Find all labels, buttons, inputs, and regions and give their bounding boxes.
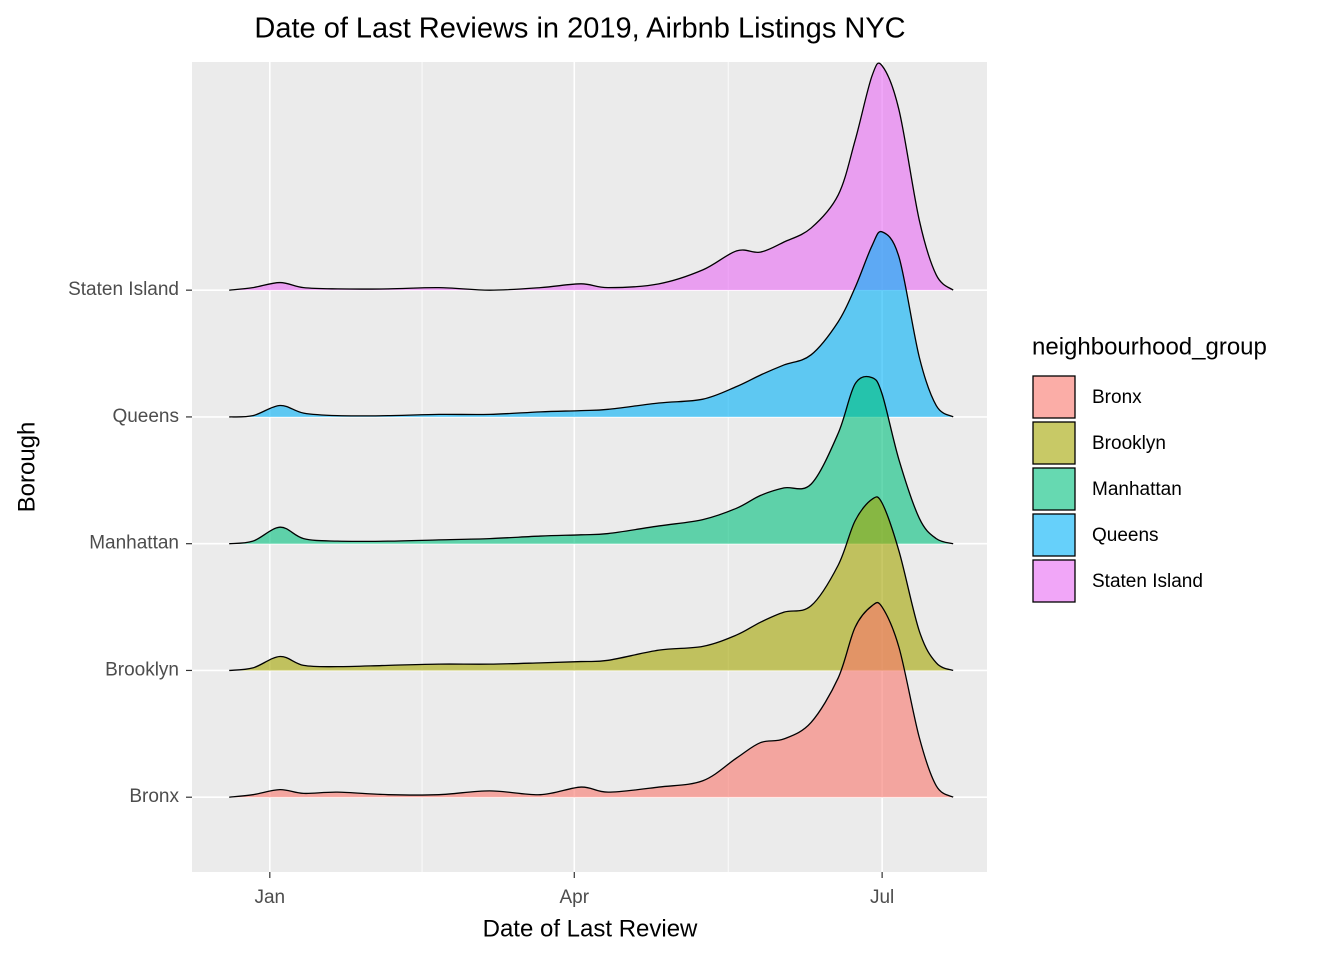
y-tick-label: Staten Island [68, 279, 179, 300]
ridge-area [229, 376, 954, 544]
legend-label: Queens [1092, 525, 1159, 546]
legend-key [1032, 559, 1076, 603]
legend-label: Manhattan [1092, 479, 1182, 500]
ridge-area [229, 231, 954, 417]
legend-key [1032, 513, 1076, 557]
legend-label: Brooklyn [1092, 433, 1166, 454]
ridge-line [229, 375, 954, 545]
legend-label: Bronx [1092, 387, 1142, 408]
ridge-area [229, 496, 954, 671]
ridge-line [229, 601, 954, 798]
y-axis-label: Borough [13, 422, 40, 513]
legend-title: neighbourhood_group [1032, 333, 1267, 360]
legend: Bronx Brooklyn Manhattan Queens Staten Islan… [1032, 375, 1203, 603]
ridge-area [229, 602, 954, 798]
y-tick-label: Queens [112, 406, 179, 427]
x-tick-label: Apr [559, 887, 589, 908]
y-tick-label: Brooklyn [105, 659, 179, 680]
y-tick-label: Manhattan [89, 533, 179, 554]
x-tick-label: Jan [254, 887, 285, 908]
legend-key [1032, 375, 1076, 419]
legend-key [1032, 467, 1076, 511]
ridges [229, 62, 954, 798]
ridge-line [229, 496, 954, 672]
y-tick-label: Bronx [129, 786, 179, 807]
x-tick-label: Jul [870, 887, 894, 908]
legend-key [1032, 421, 1076, 465]
chart-title: Date of Last Reviews in 2019, Airbnb Lis… [254, 13, 905, 45]
ridge-line [229, 230, 954, 418]
x-axis-label: Date of Last Review [483, 915, 698, 942]
legend-label: Staten Island [1092, 571, 1203, 592]
ridge-line [229, 62, 954, 291]
